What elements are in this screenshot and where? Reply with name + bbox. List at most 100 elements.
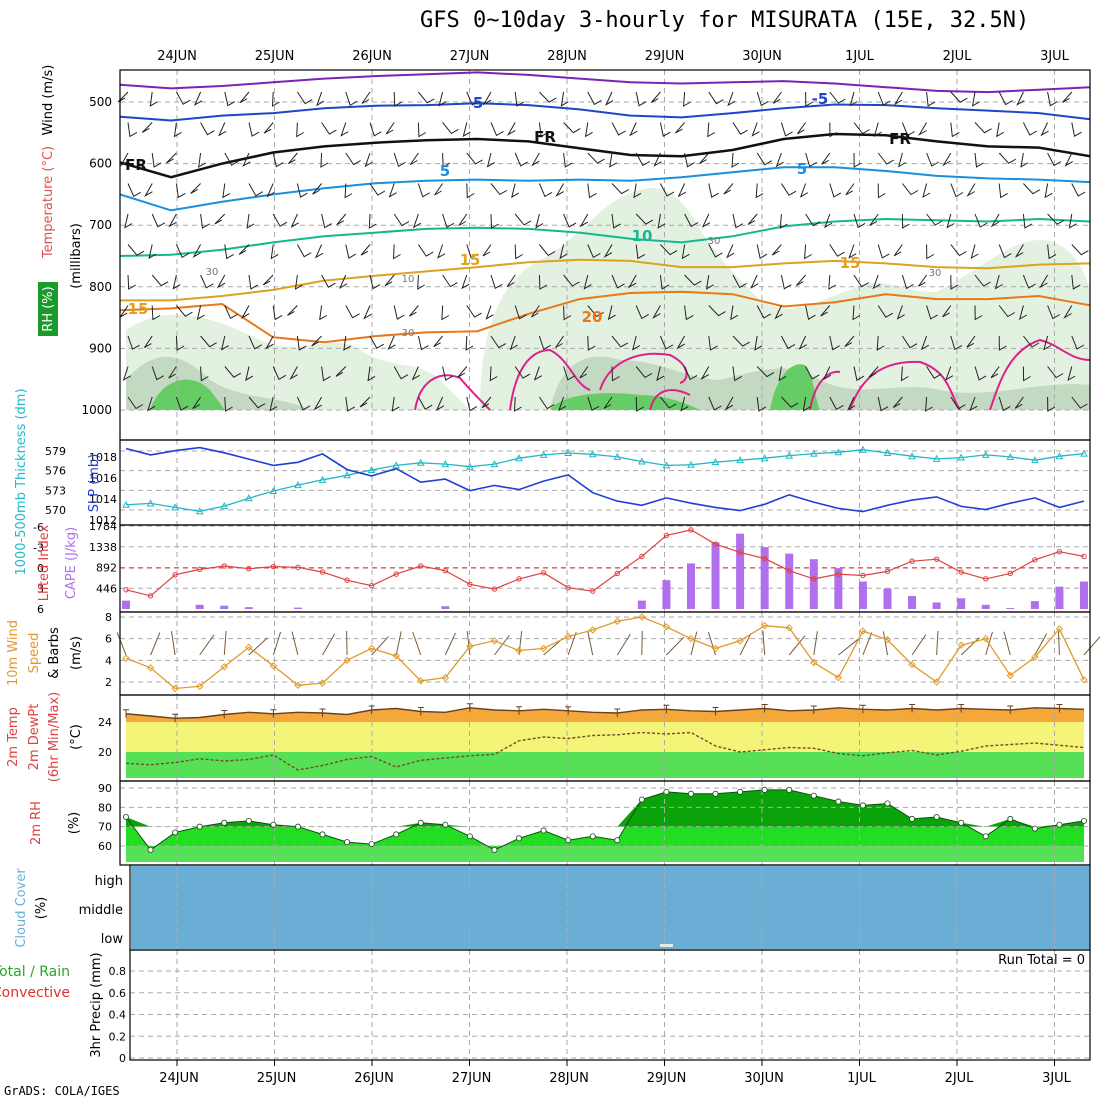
wind-barb xyxy=(441,305,450,321)
wind10-point xyxy=(589,626,597,634)
lifted-point xyxy=(958,569,964,575)
date-label-top: 2JUL xyxy=(943,49,973,64)
wind-barb xyxy=(966,335,976,348)
isotherm-line xyxy=(119,71,1091,94)
wind-barb xyxy=(127,122,138,138)
wind-barb xyxy=(1071,396,1088,409)
wind-barb xyxy=(288,152,298,165)
wind-barb xyxy=(1062,91,1073,103)
temp-band-mid xyxy=(126,722,1084,752)
cape-bar xyxy=(883,588,892,609)
wind-barb xyxy=(466,305,482,318)
wind-barb xyxy=(312,183,322,195)
wind-barb xyxy=(385,122,395,135)
rh2m-point xyxy=(786,786,793,793)
wind-barb xyxy=(922,183,931,199)
wind-barb xyxy=(708,335,718,351)
wind-barb xyxy=(844,335,855,348)
thickness-point xyxy=(122,500,130,508)
wind-barb xyxy=(635,152,651,167)
wind-barb xyxy=(635,91,647,107)
cape-bar xyxy=(293,607,302,609)
wind-barb xyxy=(320,152,329,168)
wind10-point xyxy=(490,637,499,645)
wind-barb xyxy=(780,274,792,290)
wind10-barb xyxy=(116,632,127,656)
wind-barb xyxy=(750,274,759,289)
date-label-bottom: 29JUN xyxy=(647,1071,687,1086)
wind-barb xyxy=(945,366,954,381)
wind10-point xyxy=(957,641,965,649)
wind10-point xyxy=(343,656,351,665)
wind-barb xyxy=(990,213,1000,228)
wind10-point xyxy=(638,613,646,621)
y-label-cloud-unit: (%) xyxy=(34,897,49,920)
wind-barb xyxy=(335,366,347,377)
wind10-point xyxy=(392,652,400,660)
wind-barb xyxy=(604,91,614,106)
wind-barb xyxy=(877,396,889,412)
isotherm-label: FR xyxy=(889,130,911,148)
wind10-barb xyxy=(395,631,402,656)
wind-barb xyxy=(248,122,260,137)
thickness-tick-label: 573 xyxy=(45,484,66,497)
rh-isoline xyxy=(849,360,961,411)
frame-layer xyxy=(119,69,1091,1066)
thickness-point xyxy=(662,461,671,469)
wind-barb xyxy=(224,244,234,260)
wind-barb xyxy=(364,152,373,168)
rh2m-point xyxy=(589,833,596,840)
wind-barb xyxy=(144,183,153,198)
wind-barb xyxy=(417,122,427,138)
wind-barb xyxy=(584,122,593,138)
wind-barb xyxy=(296,396,311,411)
wind-barb xyxy=(896,305,905,320)
footer-credit: GrADS: COLA/IGES xyxy=(4,1084,120,1098)
wind-barb xyxy=(603,244,613,258)
wind-barb xyxy=(587,183,597,199)
wind-barb xyxy=(442,274,458,288)
rh2m-point xyxy=(442,821,449,828)
wind10-barb xyxy=(494,634,510,656)
cloud-row-label: middle xyxy=(79,903,123,918)
wind-barb xyxy=(514,213,532,226)
lifted-point xyxy=(1056,548,1063,555)
cape-tick-label: 1784 xyxy=(89,520,117,533)
wind-barb xyxy=(387,335,396,350)
cape-bar xyxy=(244,607,253,609)
wind-barb xyxy=(950,274,959,290)
temp-line xyxy=(125,707,1085,720)
thickness-point xyxy=(269,486,278,494)
date-label-bottom: 30JUN xyxy=(744,1071,784,1086)
cape-bar xyxy=(220,605,229,609)
rh2m-point xyxy=(196,823,203,830)
wind-barb xyxy=(192,244,202,259)
wind-barb xyxy=(417,183,430,198)
wind-barb xyxy=(998,91,1013,106)
wind-barb xyxy=(805,213,821,227)
wind-barb xyxy=(996,122,1005,138)
thickness-point xyxy=(908,452,916,460)
lifted-point xyxy=(540,570,547,576)
date-label-top: 27JUN xyxy=(450,49,490,64)
rh2m-point xyxy=(491,846,498,853)
wind-barb xyxy=(779,213,788,229)
cape-bar xyxy=(637,600,646,609)
wind-barb xyxy=(127,335,140,350)
thickness-point xyxy=(809,449,818,457)
wind10-point xyxy=(1006,671,1015,680)
cape-bar xyxy=(195,604,204,609)
wind-barb xyxy=(119,152,129,167)
wind-barb xyxy=(287,305,298,316)
date-label-top: 29JUN xyxy=(645,49,685,64)
wind10-point xyxy=(466,642,474,650)
wind-barb xyxy=(635,396,644,412)
wind-barb xyxy=(796,274,806,287)
wind-barb xyxy=(877,244,890,259)
wind-barb xyxy=(893,244,903,257)
wind-barb xyxy=(265,335,274,350)
pressure-tick-label: 700 xyxy=(89,218,112,232)
lifted-point xyxy=(983,576,989,582)
wind-barb xyxy=(798,335,807,350)
lifted-point xyxy=(442,568,449,574)
